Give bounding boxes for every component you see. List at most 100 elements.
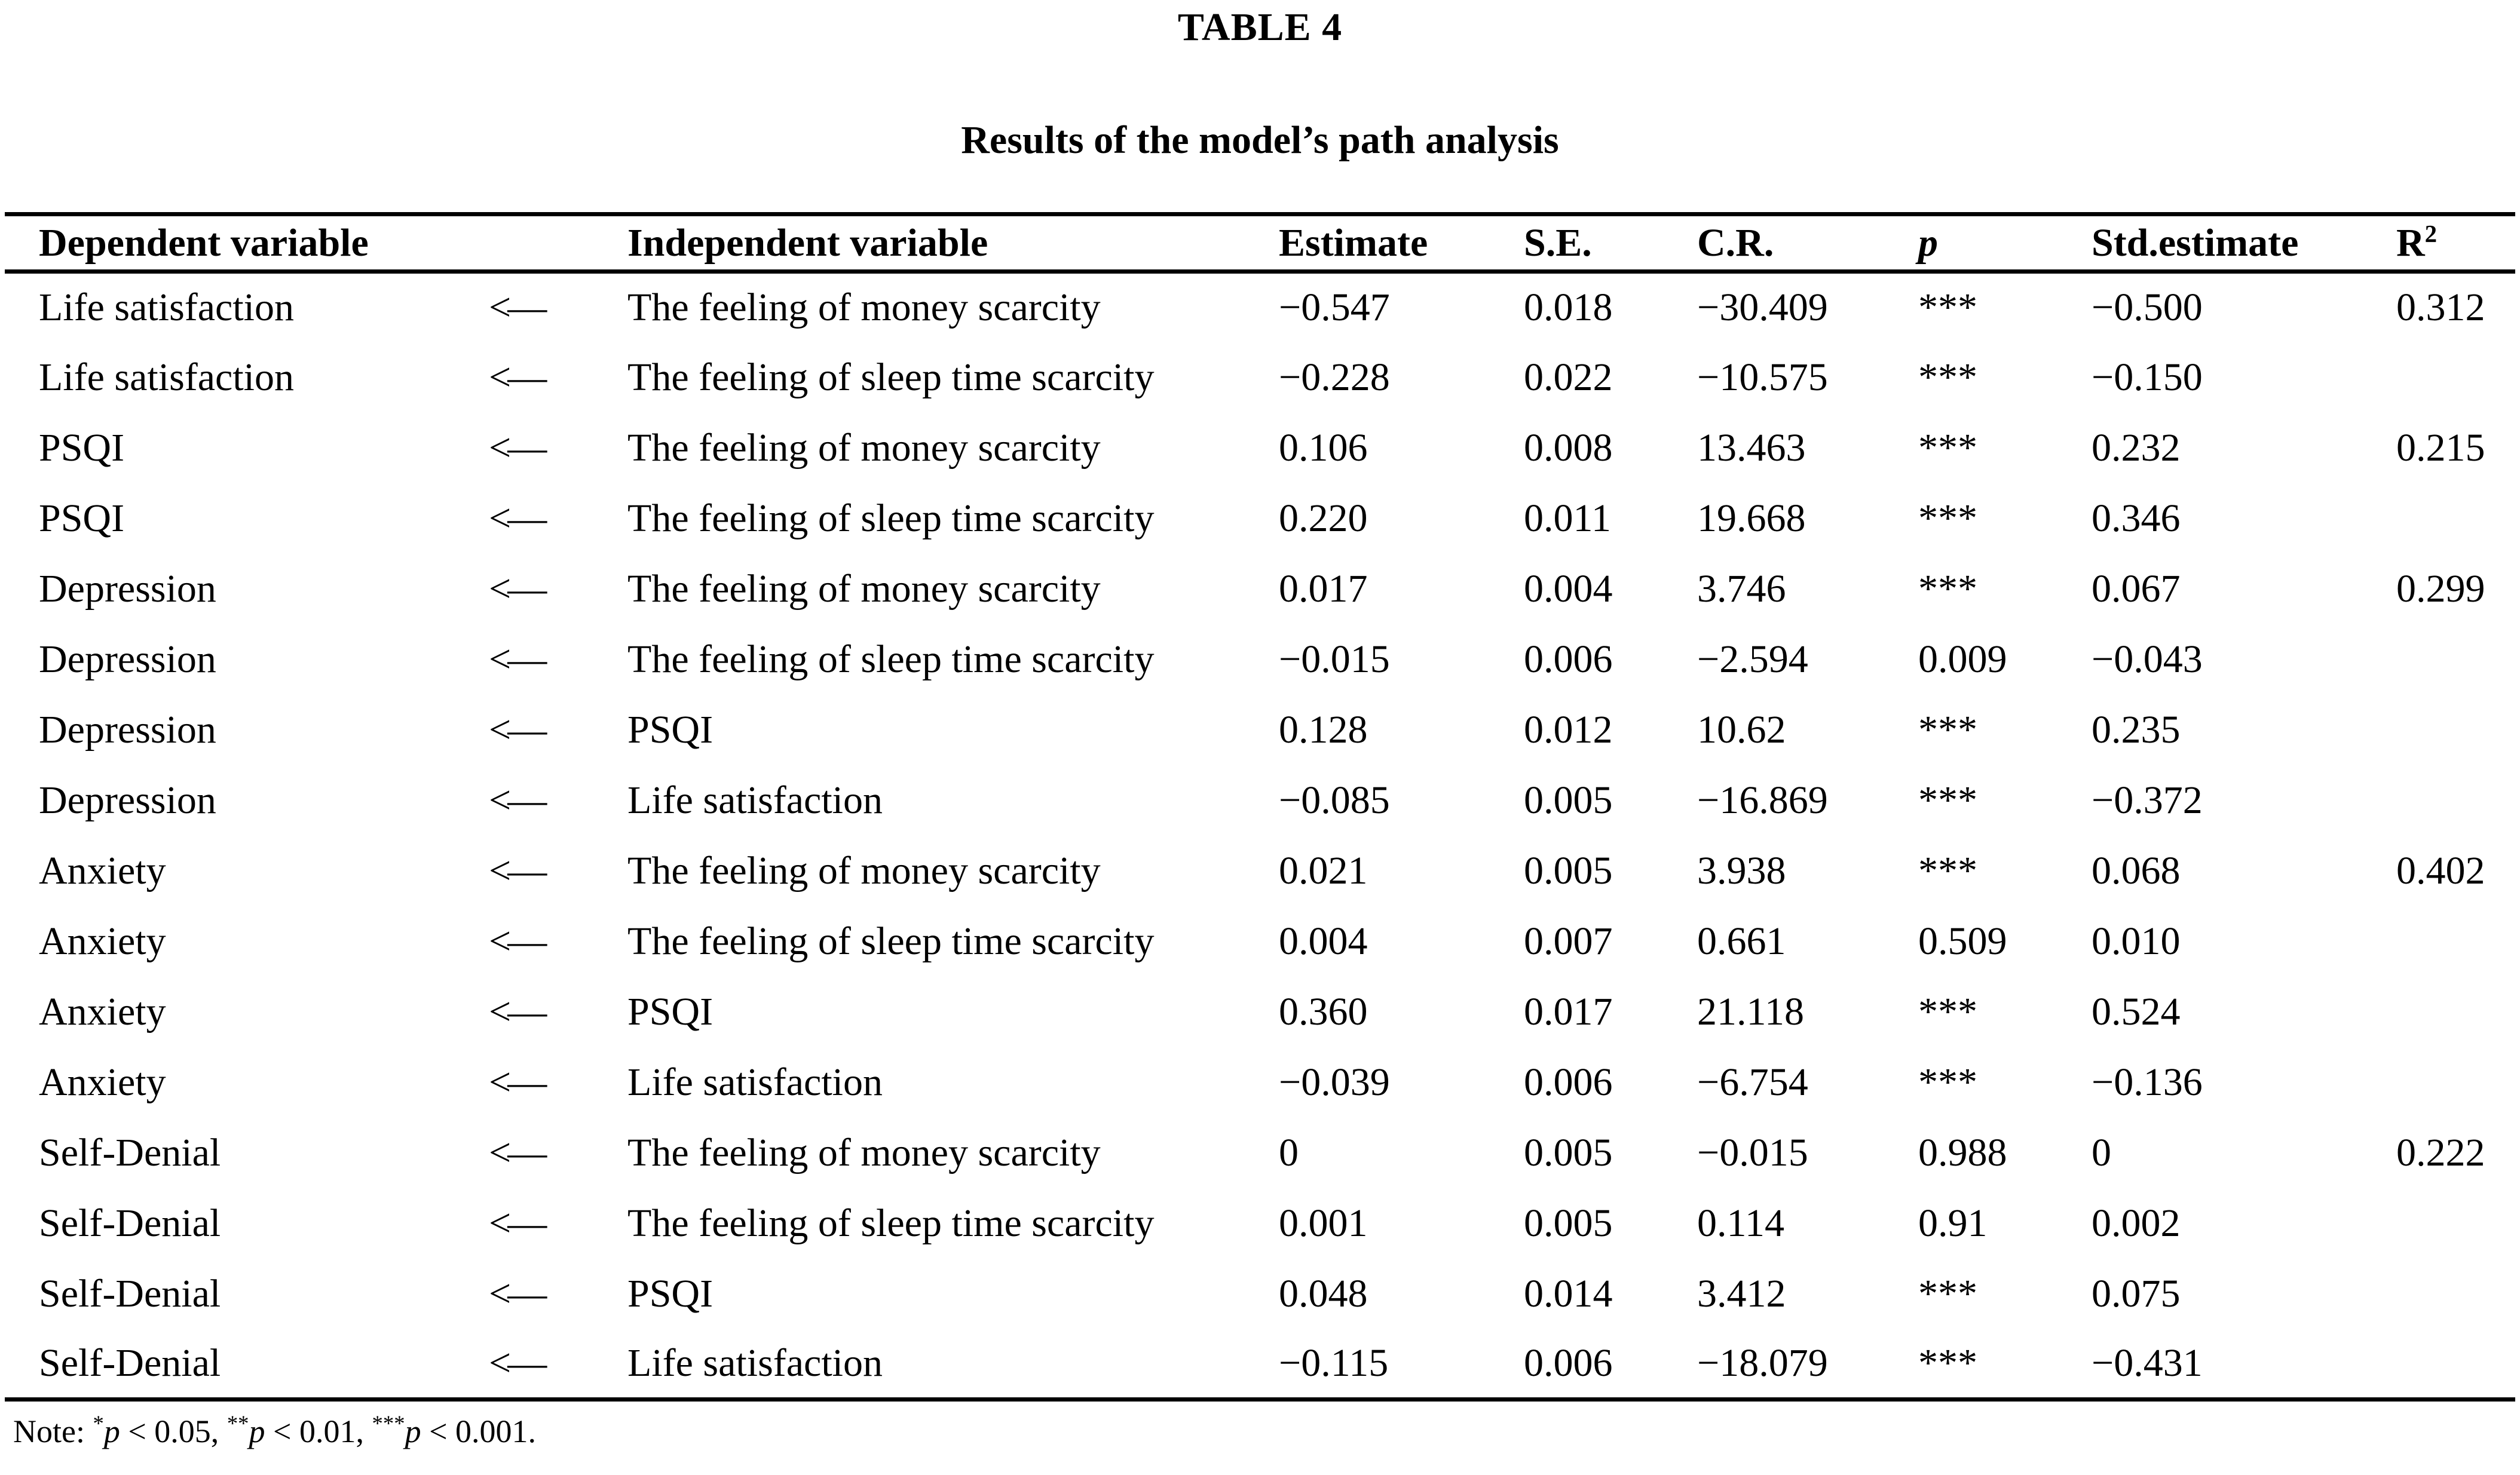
- p-symbol: p: [249, 1413, 265, 1450]
- col-header-independent-variable: Independent variable: [627, 220, 988, 265]
- cell-std-estimate: −0.150: [2092, 355, 2203, 399]
- cell-estimate: 0.017: [1279, 566, 1368, 611]
- cell-dependent-variable: Anxiety: [39, 919, 166, 963]
- path-analysis-table: Dependent variable Independent variable …: [5, 212, 2515, 1402]
- cell-r-squared: [2362, 765, 2515, 836]
- left-arrow-icon: <—: [489, 637, 547, 681]
- cell-se: 0.014: [1524, 1271, 1613, 1315]
- r-squared-base: R: [2396, 220, 2425, 265]
- cell-estimate: 0.106: [1279, 425, 1368, 470]
- cell-cr: 3.412: [1697, 1271, 1786, 1315]
- cell-estimate: −0.228: [1279, 355, 1390, 399]
- cell-cr: 3.938: [1697, 848, 1786, 893]
- cell-std-estimate: −0.372: [2092, 778, 2203, 822]
- cell-estimate: 0.048: [1279, 1271, 1368, 1315]
- cell-dependent-variable: Self-Denial: [39, 1201, 221, 1245]
- cell-r-squared: [2362, 1329, 2515, 1400]
- left-arrow-icon: <—: [489, 707, 547, 752]
- left-arrow-icon: <—: [489, 566, 547, 611]
- cell-dependent-variable: Anxiety: [39, 989, 166, 1034]
- left-arrow-icon: <—: [489, 989, 547, 1034]
- col-header-arrow: [456, 214, 593, 272]
- cell-std-estimate: 0.524: [2092, 989, 2181, 1034]
- left-arrow-icon: <—: [489, 848, 547, 893]
- table-row: Anxiety <— The feeling of sleep time sca…: [5, 906, 2515, 977]
- table-row: Self-Denial <— Life satisfaction −0.115 …: [5, 1329, 2515, 1400]
- cell-cr: 21.118: [1697, 989, 1805, 1034]
- cell-independent-variable: PSQI: [627, 989, 714, 1034]
- cell-std-estimate: 0.075: [2092, 1271, 2181, 1315]
- table-row: Self-Denial <— The feeling of sleep time…: [5, 1188, 2515, 1259]
- cell-independent-variable: The feeling of money scarcity: [627, 848, 1101, 893]
- cell-se: 0.007: [1524, 919, 1613, 963]
- cell-dependent-variable: Life satisfaction: [39, 286, 295, 330]
- col-header-estimate: Estimate: [1279, 220, 1428, 265]
- cell-std-estimate: 0.346: [2092, 496, 2181, 540]
- cell-dependent-variable: Anxiety: [39, 1060, 166, 1104]
- cell-std-estimate: 0: [2092, 1130, 2111, 1175]
- two-star-marker: **: [226, 1411, 249, 1436]
- cell-r-squared: [2362, 977, 2515, 1047]
- cell-se: 0.005: [1524, 778, 1613, 822]
- cell-r-squared: 0.299: [2396, 566, 2485, 611]
- cell-dependent-variable: PSQI: [39, 425, 125, 470]
- cell-r-squared: [2362, 342, 2515, 413]
- cell-p-value: ***: [1918, 1341, 1977, 1385]
- p-symbol: p: [405, 1413, 421, 1450]
- r-squared-exponent: 2: [2424, 220, 2438, 247]
- cell-se: 0.012: [1524, 707, 1613, 752]
- table-row: Depression <— Life satisfaction −0.085 0…: [5, 765, 2515, 836]
- three-star-marker: ***: [372, 1411, 405, 1436]
- cell-estimate: −0.039: [1279, 1060, 1390, 1104]
- p-symbol: p: [103, 1413, 120, 1450]
- left-arrow-icon: <—: [489, 425, 547, 470]
- cell-cr: −2.594: [1697, 637, 1808, 681]
- threshold-001: < 0.001.: [421, 1413, 537, 1450]
- left-arrow-icon: <—: [489, 778, 547, 822]
- cell-estimate: 0: [1279, 1130, 1299, 1175]
- cell-p-value: 0.509: [1918, 919, 2007, 963]
- cell-r-squared: 0.215: [2396, 425, 2485, 470]
- cell-dependent-variable: Anxiety: [39, 848, 166, 893]
- cell-se: 0.004: [1524, 566, 1613, 611]
- cell-estimate: −0.547: [1279, 286, 1390, 330]
- cell-se: 0.005: [1524, 1201, 1613, 1245]
- cell-std-estimate: −0.043: [2092, 637, 2203, 681]
- col-header-p: p: [1918, 220, 1938, 265]
- cell-p-value: 0.988: [1918, 1130, 2007, 1175]
- cell-p-value: ***: [1918, 1271, 1977, 1315]
- cell-se: 0.017: [1524, 989, 1613, 1034]
- cell-independent-variable: PSQI: [627, 1271, 714, 1315]
- cell-cr: 0.661: [1697, 919, 1786, 963]
- cell-cr: 13.463: [1697, 425, 1806, 470]
- cell-cr: −18.079: [1697, 1341, 1828, 1385]
- left-arrow-icon: <—: [489, 286, 547, 330]
- col-header-r-squared: R2: [2362, 214, 2515, 272]
- cell-p-value: ***: [1918, 989, 1977, 1034]
- cell-cr: 10.62: [1697, 707, 1786, 752]
- cell-std-estimate: −0.500: [2092, 286, 2203, 330]
- cell-cr: 19.668: [1697, 496, 1806, 540]
- left-arrow-icon: <—: [489, 1201, 547, 1245]
- cell-p-value: ***: [1918, 848, 1977, 893]
- col-header-std-estimate: Std.estimate: [2092, 220, 2299, 265]
- table-row: PSQI <— The feeling of sleep time scarci…: [5, 483, 2515, 554]
- cell-se: 0.011: [1524, 496, 1612, 540]
- left-arrow-icon: <—: [489, 919, 547, 963]
- cell-se: 0.006: [1524, 1060, 1613, 1104]
- cell-independent-variable: Life satisfaction: [627, 778, 883, 822]
- cell-cr: 3.746: [1697, 566, 1786, 611]
- cell-dependent-variable: PSQI: [39, 496, 125, 540]
- cell-independent-variable: PSQI: [627, 707, 714, 752]
- cell-estimate: 0.128: [1279, 707, 1368, 752]
- cell-se: 0.018: [1524, 286, 1613, 330]
- header-row: Dependent variable Independent variable …: [5, 214, 2515, 272]
- cell-p-value: ***: [1918, 496, 1977, 540]
- table-row: Life satisfaction <— The feeling of mone…: [5, 272, 2515, 342]
- cell-estimate: −0.115: [1279, 1341, 1389, 1385]
- table-header: Dependent variable Independent variable …: [5, 214, 2515, 272]
- cell-p-value: ***: [1918, 707, 1977, 752]
- cell-independent-variable: The feeling of money scarcity: [627, 1130, 1101, 1175]
- cell-std-estimate: −0.431: [2092, 1341, 2203, 1385]
- cell-r-squared: [2362, 906, 2515, 977]
